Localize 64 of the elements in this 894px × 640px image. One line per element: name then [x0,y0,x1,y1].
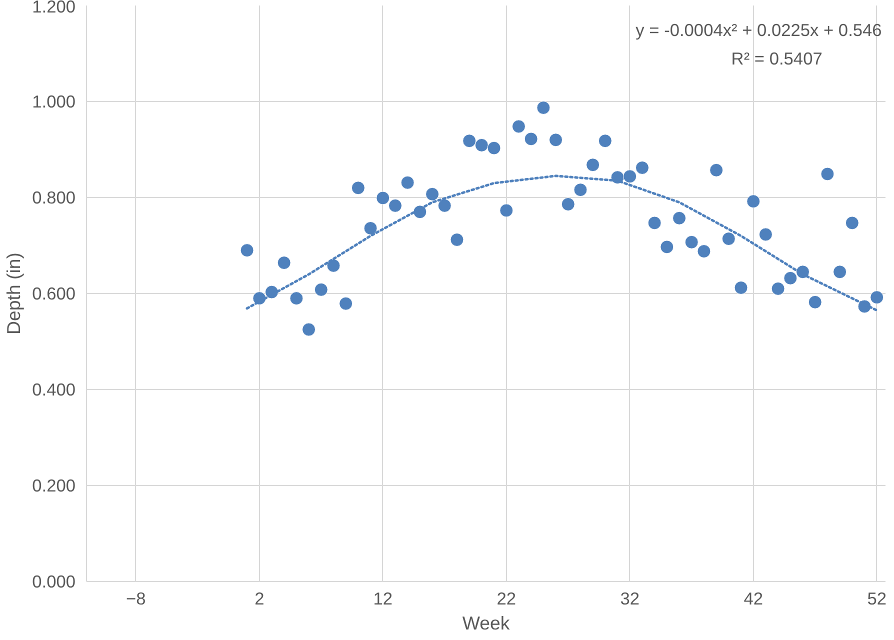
point [400,176,414,190]
point [734,281,748,294]
point [833,265,847,279]
point [240,244,254,258]
point [524,132,538,146]
point [426,187,440,201]
point [314,282,328,296]
point [474,138,488,152]
point [684,235,698,249]
x-tick-label: 22 [496,588,516,608]
point [710,163,724,177]
point [351,181,365,195]
x-tick-label: 52 [867,588,886,608]
point [697,244,711,258]
point [339,296,353,310]
x-tick-label: 42 [744,588,764,608]
point [290,292,304,306]
point [771,282,785,296]
point [672,211,686,225]
point [277,256,291,270]
y-tick-label: 0.400 [32,380,76,400]
point [635,161,649,174]
annotation: y = -0.0004x² + 0.0225x + 0.546 [636,20,882,40]
x-tick-label: −8 [126,588,146,608]
point [326,258,340,272]
x-tick-label: 32 [620,588,640,608]
point [376,191,390,205]
point [561,197,575,211]
point [462,134,476,148]
y-tick-label: 0.600 [32,284,76,304]
point [648,216,662,230]
point [820,167,834,181]
point [549,133,563,147]
point [450,233,464,246]
point [536,101,550,114]
point [808,295,822,309]
point [660,240,674,254]
point [364,221,378,235]
point [500,204,514,218]
y-tick-label: 1.200 [32,0,76,16]
point [388,198,402,212]
x-tick-label: 2 [254,588,264,608]
point [845,216,859,230]
point [487,141,501,155]
y-axis-title: Depth (in) [3,252,24,334]
point [758,228,772,242]
point [512,120,526,134]
point [870,290,884,304]
point [784,271,798,285]
point [438,198,452,212]
point [574,183,588,197]
y-tick-label: 1.000 [32,92,76,112]
point [302,322,316,336]
point [722,232,736,246]
y-tick-label: 0.800 [32,188,76,208]
x-tick-label: 12 [373,588,393,608]
y-tick-label: 0.000 [32,572,76,592]
point [598,134,612,148]
point [586,158,600,172]
annotation: R² = 0.5407 [731,48,822,69]
point [746,194,760,208]
point [623,170,637,184]
x-axis-title: Week [462,612,510,634]
y-tick-label: 0.200 [32,476,76,496]
